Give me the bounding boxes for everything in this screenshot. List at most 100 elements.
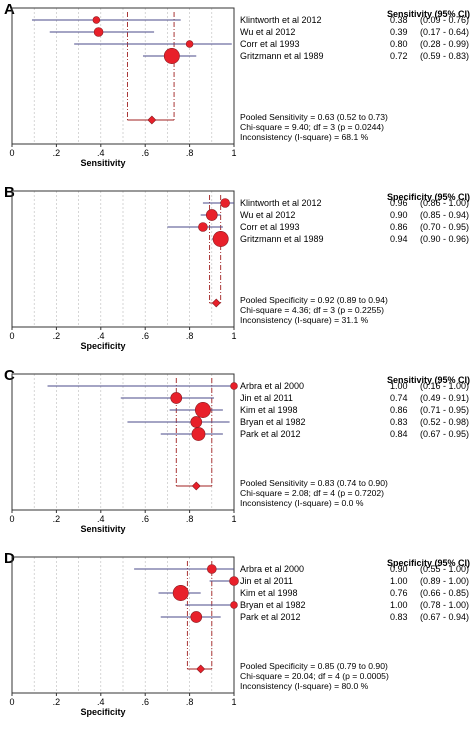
panel-label: A: [4, 1, 15, 18]
x-tick-label: .8: [186, 697, 194, 707]
summary-line: Inconsistency (I-square) = 80.0 %: [240, 681, 369, 691]
study-ci-label: (0.78 - 1.00): [420, 600, 469, 610]
study-name: Klintworth et al 2012: [240, 15, 322, 25]
study-name: Gritzmann et al 1989: [240, 234, 324, 244]
study-name: Kim et al 1998: [240, 588, 298, 598]
study-point: [163, 48, 180, 64]
plot-frame: [11, 556, 235, 694]
study-estimate: 0.72: [390, 51, 408, 61]
study-name: Corr et al 1993: [240, 222, 300, 232]
study-point: [207, 564, 217, 574]
study-ci-label: (0.67 - 0.94): [420, 612, 469, 622]
study-point: [172, 585, 189, 601]
x-tick-label: .6: [141, 148, 149, 158]
x-tick-label: .2: [53, 331, 61, 341]
x-tick-label: .8: [186, 148, 194, 158]
study-name: Corr et al 1993: [240, 39, 300, 49]
study-estimate: 0.76: [390, 588, 408, 598]
summary-line: Inconsistency (I-square) = 31.1 %: [240, 315, 369, 325]
study-estimate: 0.74: [390, 393, 408, 403]
panel-c: C 0 .2 .4 .6 .8 1 Sensitivity Sensitivity (95% C…: [4, 367, 470, 534]
study-estimate: 0.90: [390, 210, 408, 220]
x-axis-label: Specificity: [80, 707, 125, 717]
pooled-estimate-diamond: [211, 298, 221, 308]
x-tick-label: 1: [231, 697, 236, 707]
study-ci-label: (0.09 - 0.76): [420, 15, 469, 25]
study-estimate: 0.96: [390, 198, 408, 208]
summary-line: Inconsistency (I-square) = 68.1 %: [240, 132, 369, 142]
study-ci-label: (0.49 - 0.91): [420, 393, 469, 403]
study-name: Arbra et al 2000: [240, 564, 304, 574]
pooled-estimate-diamond: [191, 481, 201, 491]
panel-a: A 0 .2 .4 .6 .8 1 Sensitivity Sensitivity (95% C…: [4, 1, 470, 168]
study-point: [92, 16, 101, 24]
study-point: [190, 416, 203, 428]
study-estimate: 0.86: [390, 222, 408, 232]
x-tick-label: 0: [9, 148, 14, 158]
x-tick-label: .4: [97, 148, 105, 158]
panel-label: D: [4, 550, 15, 567]
study-ci-label: (0.52 - 0.98): [420, 417, 469, 427]
study-point: [185, 40, 194, 48]
column-header: Specificity (95% CI): [387, 558, 470, 568]
study-ci-label: (0.67 - 0.95): [420, 429, 469, 439]
study-estimate: 0.90: [390, 564, 408, 574]
study-name: Arbra et al 2000: [240, 381, 304, 391]
x-tick-label: .6: [141, 514, 149, 524]
summary-line: Pooled Specificity = 0.92 (0.89 to 0.94): [240, 295, 388, 305]
x-tick-label: 1: [231, 331, 236, 341]
study-point: [230, 601, 238, 609]
pooled-estimate-diamond: [196, 664, 206, 674]
study-estimate: 0.39: [390, 27, 408, 37]
study-point: [170, 392, 183, 404]
column-header: Sensitivity (95% CI): [387, 375, 470, 385]
x-axis-label: Sensitivity: [80, 158, 125, 168]
panel-d: D 0 .2 .4 .6 .8 1 Specificity Specificity (95% C…: [4, 550, 470, 717]
study-point: [205, 209, 218, 221]
study-estimate: 0.86: [390, 405, 408, 415]
study-ci-label: (0.66 - 0.85): [420, 588, 469, 598]
study-ci-label: (0.85 - 0.94): [420, 210, 469, 220]
study-point: [190, 611, 203, 623]
study-ci-label: (0.16 - 1.00): [420, 381, 469, 391]
study-name: Gritzmann et al 1989: [240, 51, 324, 61]
x-tick-label: .4: [97, 514, 105, 524]
panel-label: C: [4, 367, 15, 384]
study-ci-label: (0.89 - 1.00): [420, 576, 469, 586]
study-name: Wu et al 2012: [240, 210, 295, 220]
panel-label: B: [4, 184, 15, 201]
study-name: Park et al 2012: [240, 612, 301, 622]
study-ci-label: (0.55 - 1.00): [420, 564, 469, 574]
study-name: Kim et al 1998: [240, 405, 298, 415]
pooled-estimate-diamond: [147, 115, 157, 125]
x-tick-label: 1: [231, 514, 236, 524]
x-tick-label: .6: [141, 697, 149, 707]
study-point: [198, 222, 208, 232]
summary-line: Pooled Sensitivity = 0.83 (0.74 to 0.90): [240, 478, 388, 488]
study-point: [212, 231, 229, 247]
summary-line: Pooled Sensitivity = 0.63 (0.52 to 0.73): [240, 112, 388, 122]
x-axis-label: Sensitivity: [80, 524, 125, 534]
column-header: Specificity (95% CI): [387, 192, 470, 202]
study-name: Klintworth et al 2012: [240, 198, 322, 208]
summary-line: Pooled Specificity = 0.85 (0.79 to 0.90): [240, 661, 388, 671]
study-name: Wu et al 2012: [240, 27, 295, 37]
study-name: Jin et al 2011: [240, 576, 293, 586]
summary-line: Chi-square = 9.40; df = 3 (p = 0.0244): [240, 122, 384, 132]
plot-frame: [11, 190, 235, 328]
study-point: [93, 27, 104, 37]
study-point: [229, 576, 239, 586]
study-ci-label: (0.17 - 0.64): [420, 27, 469, 37]
plot-frame: [11, 7, 235, 145]
summary-line: Chi-square = 2.08; df = 4 (p = 0.7202): [240, 488, 384, 498]
study-estimate: 0.80: [390, 39, 408, 49]
study-estimate: 0.38: [390, 15, 408, 25]
study-ci-label: (0.59 - 0.83): [420, 51, 469, 61]
column-header: Sensitivity (95% CI): [387, 9, 470, 19]
study-point: [194, 402, 211, 418]
x-tick-label: 1: [231, 148, 236, 158]
study-ci-label: (0.28 - 0.99): [420, 39, 469, 49]
x-axis-label: Specificity: [80, 341, 125, 351]
study-name: Bryan et al 1982: [240, 600, 306, 610]
